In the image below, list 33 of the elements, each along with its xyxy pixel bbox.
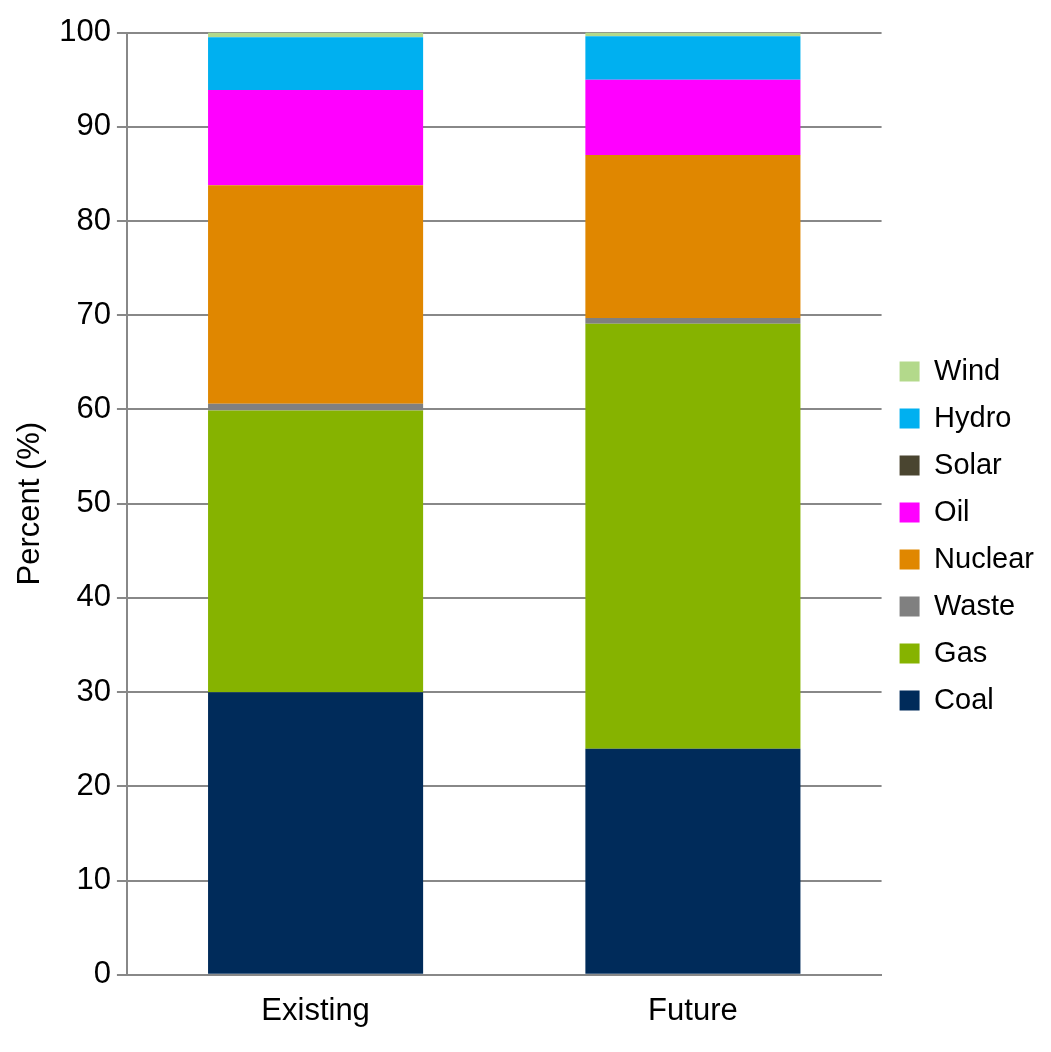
y-tick-label: 0 — [93, 955, 111, 991]
bar — [208, 185, 424, 404]
bar — [585, 318, 801, 324]
y-tick-label: 80 — [76, 201, 111, 237]
bar — [208, 692, 424, 974]
x-tick-label: Existing — [261, 991, 370, 1027]
y-tick-label: 10 — [76, 861, 111, 897]
legend-label: Hydro — [934, 400, 1012, 433]
legend-label: Oil — [934, 494, 970, 527]
x-tick-label: Future — [648, 991, 738, 1027]
bar — [585, 748, 801, 974]
y-tick-label: 50 — [76, 484, 111, 520]
bar — [585, 36, 801, 80]
y-tick-label: 70 — [76, 295, 111, 331]
y-tick-label: 90 — [76, 107, 111, 143]
bar — [208, 37, 424, 91]
legend-label: Coal — [934, 682, 994, 715]
y-tick-label: 100 — [59, 13, 111, 49]
bar — [208, 90, 424, 186]
y-tick-label: 40 — [76, 578, 111, 614]
legend-label: Solar — [934, 447, 1003, 480]
legend-label: Gas — [934, 635, 988, 668]
legend-label: Waste — [934, 588, 1016, 621]
legend-label: Wind — [934, 353, 1001, 386]
y-tick-label: 20 — [76, 766, 111, 802]
bar — [585, 323, 801, 749]
bar — [585, 79, 801, 156]
bar — [585, 155, 801, 319]
bar — [208, 410, 424, 693]
y-tick-label: 30 — [76, 672, 111, 708]
y-axis-title: Percent (%) — [11, 421, 47, 586]
legend-label: Nuclear — [934, 541, 1035, 574]
y-tick-label: 60 — [76, 390, 111, 426]
